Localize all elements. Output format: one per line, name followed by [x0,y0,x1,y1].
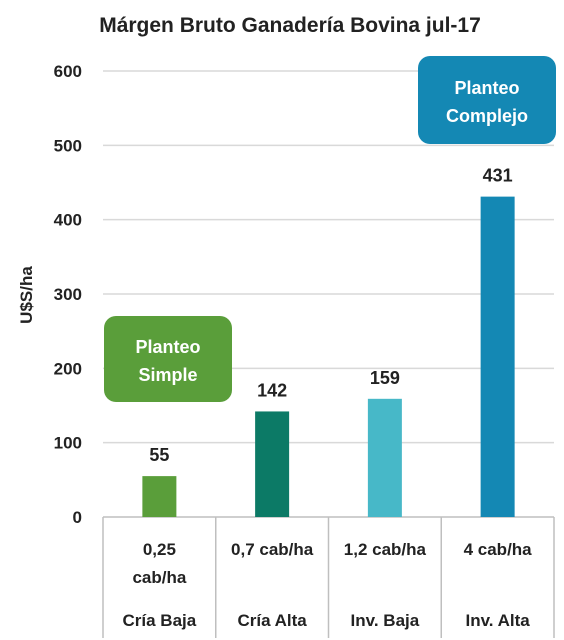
x-tick-label: 1,2 cab/ha [344,540,427,559]
data-label: 142 [257,380,287,400]
y-tick-label: 500 [54,136,82,155]
callout-box: Planteo Complejo [418,56,556,144]
callout-label: Planteo [135,337,200,357]
callout-background [104,316,232,402]
callout-box: Planteo Simple [104,316,232,402]
callouts: Planteo Simple Planteo Complejo [104,56,556,402]
callout-background [418,56,556,144]
x-category-labels: 0,25 cab/ha Cría Baja 0,7 cab/ha Cría Alta 1,… [123,540,533,630]
x-group-label: Cría Alta [237,611,307,630]
callout-label: Planteo [454,78,519,98]
x-tick-label: 0,25 [143,540,176,559]
y-tick-label: 400 [54,211,82,230]
y-tick-label: 300 [54,285,82,304]
data-label: 159 [370,368,400,388]
x-tick-label: 4 cab/ha [464,540,533,559]
y-axis-label: U$S/ha [17,266,36,324]
y-tick-label: 600 [54,62,82,81]
x-group-label: Inv. Alta [466,611,531,630]
callout-label: Complejo [446,106,528,126]
x-group-label: Cría Baja [123,611,197,630]
bar [142,476,177,517]
chart-title: Márgen Bruto Ganadería Bovina jul-17 [99,14,481,37]
bar [255,411,290,517]
data-labels: 55 142 159 431 [149,166,512,465]
x-tick-label: cab/ha [132,568,186,587]
y-tick-label: 200 [54,359,82,378]
data-label: 55 [149,445,169,465]
callout-label: Simple [138,365,197,385]
x-group-label: Inv. Baja [351,611,420,630]
bar [367,398,402,517]
bars [142,196,515,517]
y-tick-labels: 0 100 200 300 400 500 600 [54,62,82,527]
y-tick-label: 100 [54,434,82,453]
bar [480,196,515,517]
y-tick-label: 0 [73,508,82,527]
data-label: 431 [483,166,513,186]
x-tick-label: 0,7 cab/ha [231,540,314,559]
